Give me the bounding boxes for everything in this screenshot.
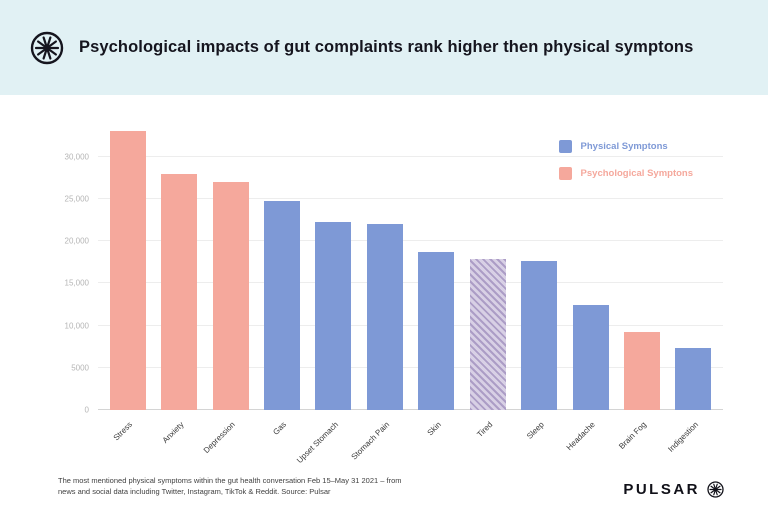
y-tick-label: 15,000 (64, 278, 89, 288)
x-tick-label: Headache (564, 420, 597, 453)
x-tick-label: Gas (271, 420, 289, 437)
bar-column: Sleep (513, 123, 564, 441)
gridline (98, 324, 723, 326)
gridline (98, 366, 723, 368)
y-tick-label: 30,000 (64, 152, 89, 162)
bar-column: Depression (202, 123, 256, 455)
bar-column: Indigestion (666, 123, 719, 454)
legend-label-physical: Physical Symptons (580, 141, 668, 152)
bar-column: Stress (102, 123, 153, 442)
y-tick-label: 10,000 (64, 321, 89, 331)
gridline (98, 155, 723, 157)
x-tick-label: Stress (111, 420, 135, 443)
header: Psychological impacts of gut complaints … (0, 0, 768, 95)
bar-column: Anxiety (153, 123, 204, 445)
y-tick-label: 20,000 (64, 236, 89, 246)
legend-item-physical: Physical Symptons (558, 140, 693, 153)
bar-column: Tired (462, 123, 513, 439)
bar-column: Skin (411, 123, 462, 437)
bar-column: Gas (256, 123, 307, 437)
legend-label-psychological: Psychological Symptons (580, 168, 693, 179)
footer: The most mentioned physical symptoms wit… (58, 475, 724, 498)
pulsar-logo-icon (30, 31, 64, 65)
x-tick-label: Upset Stomach (294, 420, 340, 466)
bar-skin (418, 252, 455, 410)
bar-chart: 0 5000 10,000 15,000 20,000 25,000 30,000 Stre… (58, 123, 723, 465)
bar-stress (109, 131, 146, 410)
gridline (98, 197, 723, 199)
legend-item-psychological: Psychological Symptons (558, 167, 693, 180)
y-tick-label: 0 (84, 405, 89, 415)
bar-upset-stomach (315, 221, 352, 410)
bar-column: Stomach Pain (350, 123, 410, 462)
pulsar-asterisk-icon (707, 481, 724, 498)
x-tick-label: Indigestion (665, 420, 700, 454)
y-tick-label: 5000 (71, 363, 89, 373)
gridline (98, 282, 723, 284)
plot-area: Stress Anxiety Depression Gas Upset Stomach S… (98, 123, 723, 465)
x-tick-label: Sleep (524, 420, 546, 441)
bars-container: Stress Anxiety Depression Gas Upset Stomach S… (98, 123, 723, 465)
y-axis: 0 5000 10,000 15,000 20,000 25,000 30,000 (58, 123, 98, 414)
bar-headache (572, 305, 609, 410)
bar-sleep (521, 261, 558, 410)
x-tick-label: Depression (201, 420, 237, 455)
x-tick-label: Anxiety (160, 420, 186, 445)
bar-column: Brain Fog (616, 123, 667, 451)
bar-column: Headache (565, 123, 616, 452)
chart-section: Physical Symptons Psychological Symptons… (0, 95, 768, 465)
bar-tired (469, 258, 506, 410)
bar-gas (263, 200, 300, 410)
bar-indigestion (675, 348, 712, 410)
caption: The most mentioned physical symptoms wit… (58, 475, 402, 497)
page-title: Psychological impacts of gut complaints … (79, 38, 694, 56)
pulsar-wordmark: PULSAR (623, 481, 724, 498)
x-tick-label: Stomach Pain (349, 420, 392, 462)
legend-swatch-psychological (558, 167, 572, 180)
gridline (98, 240, 723, 242)
bar-column: Upset Stomach (295, 123, 359, 465)
gridline (98, 409, 723, 410)
y-tick-label: 25,000 (64, 194, 89, 204)
bar-stomach-pain (366, 224, 403, 410)
chart-legend: Physical Symptons Psychological Symptons (558, 140, 693, 180)
x-tick-label: Tired (474, 420, 495, 440)
x-tick-label: Skin (425, 420, 443, 438)
bar-depression (212, 182, 249, 410)
legend-swatch-physical (558, 140, 572, 153)
bar-anxiety (161, 173, 198, 410)
x-tick-label: Brain Fog (617, 420, 649, 451)
bar-brain-fog (623, 332, 660, 410)
brand-text: PULSAR (623, 481, 700, 498)
